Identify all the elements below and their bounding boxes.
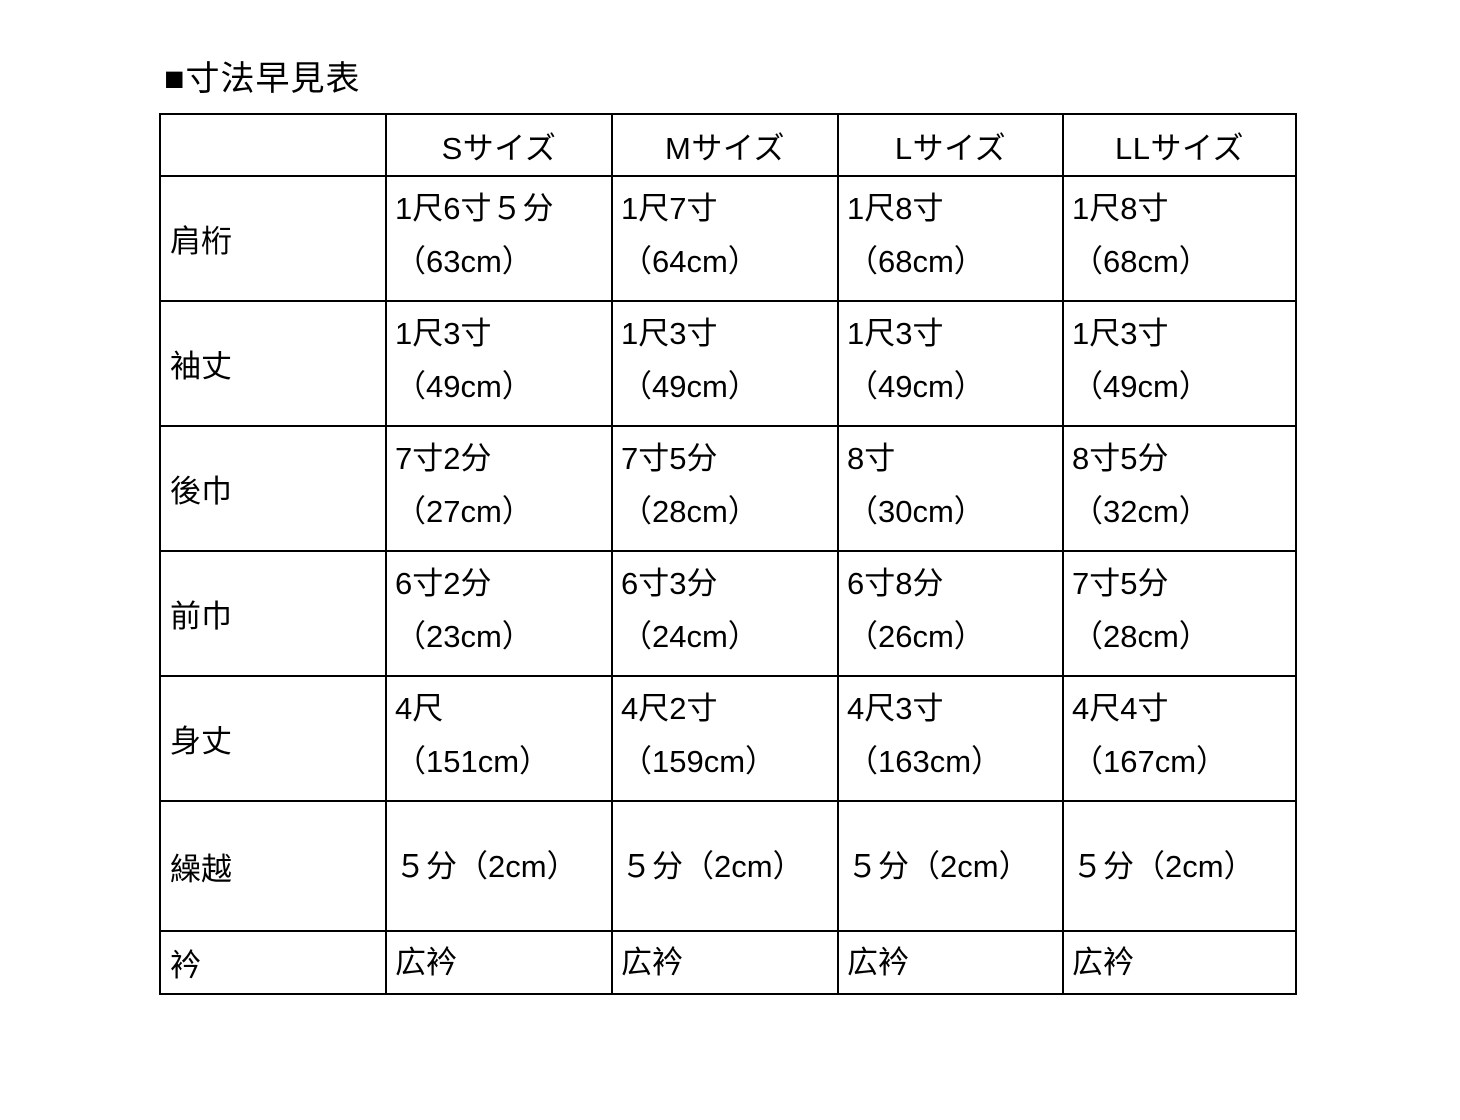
table-row-katayuki: 肩桁 1尺6寸５分 （63cm） 1尺7寸 （64cm） 1尺8寸 （68cm）… — [159, 175, 1297, 302]
size-cm: （32cm） — [1072, 494, 1210, 529]
size-native-units: 4尺3寸 — [847, 691, 944, 726]
size-cm: （28cm） — [621, 494, 759, 529]
size-value-cell: 1尺3寸 （49cm） — [385, 300, 613, 427]
header-cell-size-ll: LLサイズ — [1062, 113, 1297, 177]
size-native-units: 1尺8寸 — [847, 191, 944, 226]
size-value-cell: 6寸2分 （23cm） — [385, 550, 613, 677]
size-value-cell: 4尺2寸 （159cm） — [611, 675, 839, 802]
size-value: ５分（2cm） — [621, 848, 804, 884]
size-value-cell: 広衿 — [611, 930, 839, 995]
size-value-cell: ５分（2cm） — [611, 800, 839, 932]
size-value-cell: 6寸8分 （26cm） — [837, 550, 1064, 677]
table-row-ushirohaba: 後巾 7寸2分 （27cm） 7寸5分 （28cm） 8寸 （30cm） 8寸5… — [159, 425, 1297, 552]
size-cm: （49cm） — [847, 369, 985, 404]
table-header-row: Sサイズ Mサイズ Lサイズ LLサイズ — [159, 113, 1297, 177]
size-native-units: 7寸5分 — [1072, 566, 1169, 601]
size-native-units: 7寸5分 — [621, 441, 718, 476]
row-label: 肩桁 — [159, 175, 387, 302]
size-value-cell: 1尺8寸 （68cm） — [837, 175, 1064, 302]
size-native-units: 1尺8寸 — [1072, 191, 1169, 226]
size-cm: （167cm） — [1072, 744, 1228, 779]
size-value-cell: 7寸5分 （28cm） — [611, 425, 839, 552]
size-cm: （30cm） — [847, 494, 985, 529]
size-value-cell: 4尺3寸 （163cm） — [837, 675, 1064, 802]
size-native-units: 6寸2分 — [395, 566, 492, 601]
size-native-units: 4尺4寸 — [1072, 691, 1169, 726]
size-value: 広衿 — [621, 945, 683, 980]
size-native-units: 1尺3寸 — [1072, 316, 1169, 351]
header-cell-empty — [159, 113, 387, 177]
size-value-cell: 1尺6寸５分 （63cm） — [385, 175, 613, 302]
size-value-cell: 7寸5分 （28cm） — [1062, 550, 1297, 677]
row-label: 袖丈 — [159, 300, 387, 427]
size-value-cell: 4尺 （151cm） — [385, 675, 613, 802]
size-value-cell: 1尺3寸 （49cm） — [837, 300, 1064, 427]
size-native-units: 4尺 — [395, 691, 444, 726]
size-native-units: 1尺6寸５分 — [395, 191, 554, 226]
size-cm: （151cm） — [395, 744, 551, 779]
row-label: 前巾 — [159, 550, 387, 677]
size-cm: （63cm） — [395, 244, 533, 279]
row-label: 繰越 — [159, 800, 387, 932]
size-value-cell: 1尺8寸 （68cm） — [1062, 175, 1297, 302]
size-native-units: 8寸 — [847, 441, 896, 476]
size-native-units: 6寸8分 — [847, 566, 944, 601]
size-value-cell: ５分（2cm） — [1062, 800, 1297, 932]
size-value: ５分（2cm） — [847, 848, 1030, 884]
size-cm: （159cm） — [621, 744, 777, 779]
size-value: 広衿 — [395, 945, 457, 980]
size-value-cell: 8寸5分 （32cm） — [1062, 425, 1297, 552]
page-title: ■寸法早見表 — [164, 60, 361, 98]
size-cm: （49cm） — [395, 369, 533, 404]
size-value-cell: 8寸 （30cm） — [837, 425, 1064, 552]
size-cm: （49cm） — [1072, 369, 1210, 404]
size-cm: （163cm） — [847, 744, 1003, 779]
size-cm: （27cm） — [395, 494, 533, 529]
size-cm: （26cm） — [847, 619, 985, 654]
row-label: 衿 — [159, 930, 387, 995]
table-row-maehaba: 前巾 6寸2分 （23cm） 6寸3分 （24cm） 6寸8分 （26cm） 7… — [159, 550, 1297, 677]
size-value-cell: 1尺7寸 （64cm） — [611, 175, 839, 302]
size-value-cell: ５分（2cm） — [837, 800, 1064, 932]
header-cell-size-l: Lサイズ — [837, 113, 1064, 177]
size-value: ５分（2cm） — [1072, 848, 1255, 884]
size-value: ５分（2cm） — [395, 848, 578, 884]
size-native-units: 7寸2分 — [395, 441, 492, 476]
size-value-cell: 7寸2分 （27cm） — [385, 425, 613, 552]
size-value-cell: 広衿 — [385, 930, 613, 995]
size-cm: （68cm） — [1072, 244, 1210, 279]
size-cm: （49cm） — [621, 369, 759, 404]
size-value: 広衿 — [847, 945, 909, 980]
size-cm: （28cm） — [1072, 619, 1210, 654]
size-native-units: 8寸5分 — [1072, 441, 1169, 476]
size-value-cell: 広衿 — [1062, 930, 1297, 995]
size-value-cell: 1尺3寸 （49cm） — [1062, 300, 1297, 427]
header-cell-size-m: Mサイズ — [611, 113, 839, 177]
size-native-units: 6寸3分 — [621, 566, 718, 601]
size-value-cell: 6寸3分 （24cm） — [611, 550, 839, 677]
size-native-units: 1尺3寸 — [847, 316, 944, 351]
size-value-cell: 1尺3寸 （49cm） — [611, 300, 839, 427]
size-value-cell: 広衿 — [837, 930, 1064, 995]
size-value-cell: ５分（2cm） — [385, 800, 613, 932]
size-value-cell: 4尺4寸 （167cm） — [1062, 675, 1297, 802]
header-cell-size-s: Sサイズ — [385, 113, 613, 177]
size-chart-table: Sサイズ Mサイズ Lサイズ LLサイズ 肩桁 1尺6寸５分 （63cm） 1尺… — [159, 113, 1297, 995]
size-native-units: 4尺2寸 — [621, 691, 718, 726]
table-row-kurikoshi: 繰越 ５分（2cm） ５分（2cm） ５分（2cm） ５分（2cm） — [159, 800, 1297, 932]
table-row-eri: 衿 広衿 広衿 広衿 広衿 — [159, 930, 1297, 995]
size-cm: （23cm） — [395, 619, 533, 654]
size-value: 広衿 — [1072, 945, 1134, 980]
size-native-units: 1尺7寸 — [621, 191, 718, 226]
size-native-units: 1尺3寸 — [621, 316, 718, 351]
row-label: 後巾 — [159, 425, 387, 552]
size-native-units: 1尺3寸 — [395, 316, 492, 351]
size-cm: （64cm） — [621, 244, 759, 279]
row-label: 身丈 — [159, 675, 387, 802]
table-row-sodetake: 袖丈 1尺3寸 （49cm） 1尺3寸 （49cm） 1尺3寸 （49cm） 1… — [159, 300, 1297, 427]
size-cm: （68cm） — [847, 244, 985, 279]
table-row-mitake: 身丈 4尺 （151cm） 4尺2寸 （159cm） 4尺3寸 （163cm） … — [159, 675, 1297, 802]
size-cm: （24cm） — [621, 619, 759, 654]
